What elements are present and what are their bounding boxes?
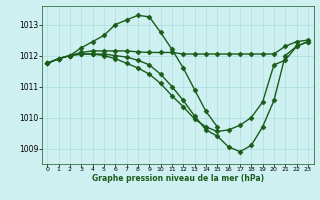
X-axis label: Graphe pression niveau de la mer (hPa): Graphe pression niveau de la mer (hPa) [92,174,264,183]
